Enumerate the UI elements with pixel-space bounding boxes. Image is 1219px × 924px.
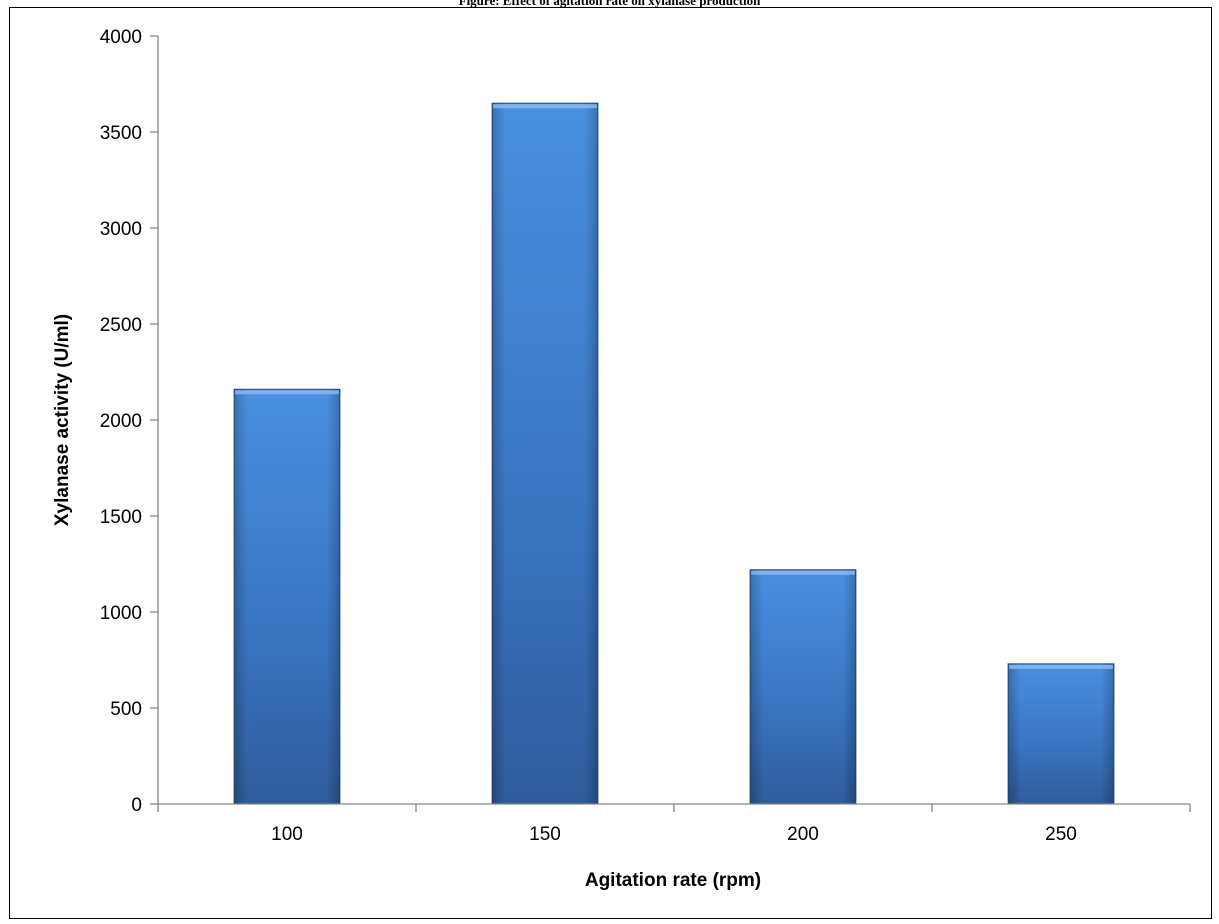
bar-top-highlight [235,390,339,395]
bar-250 [1007,663,1115,805]
bars [233,102,1115,805]
x-axis-ticks: 100 150 200 250 [157,804,1191,845]
y-tick-label: 1500 [100,507,142,528]
x-tick-label: 200 [787,824,819,845]
y-axis-ticks: 0 500 1000 1500 2000 2500 3000 3500 4000 [100,27,158,816]
y-tick-label: 500 [110,699,142,720]
bar-200 [749,569,857,805]
y-tick-label: 3500 [100,123,142,144]
bar-shading [234,389,340,804]
y-tick-label: 0 [131,795,142,816]
x-tick-label: 250 [1045,824,1077,845]
bar-150 [491,102,599,805]
chart-title: Figure: Effect of agitation rate on xyla… [458,0,761,8]
y-tick-label: 1000 [100,603,142,624]
y-tick-label: 2000 [100,411,142,432]
bar-shading [1008,663,1114,804]
bar-top-highlight [751,570,855,575]
bar-shading [750,569,856,804]
bar-top-highlight [1009,664,1113,669]
y-tick-label: 2500 [100,315,142,336]
y-tick-label: 4000 [100,27,142,48]
bar-top-highlight [493,104,597,109]
y-axis-title: Xylanase activity (U/ml) [52,314,73,526]
x-tick-label: 150 [529,824,561,845]
x-axis-title: Agitation rate (rpm) [585,870,761,891]
chart-frame [9,7,1212,919]
y-tick-label: 3000 [100,219,142,240]
bar-shading [492,103,598,804]
x-tick-label: 100 [271,824,303,845]
bar-100 [233,388,341,805]
